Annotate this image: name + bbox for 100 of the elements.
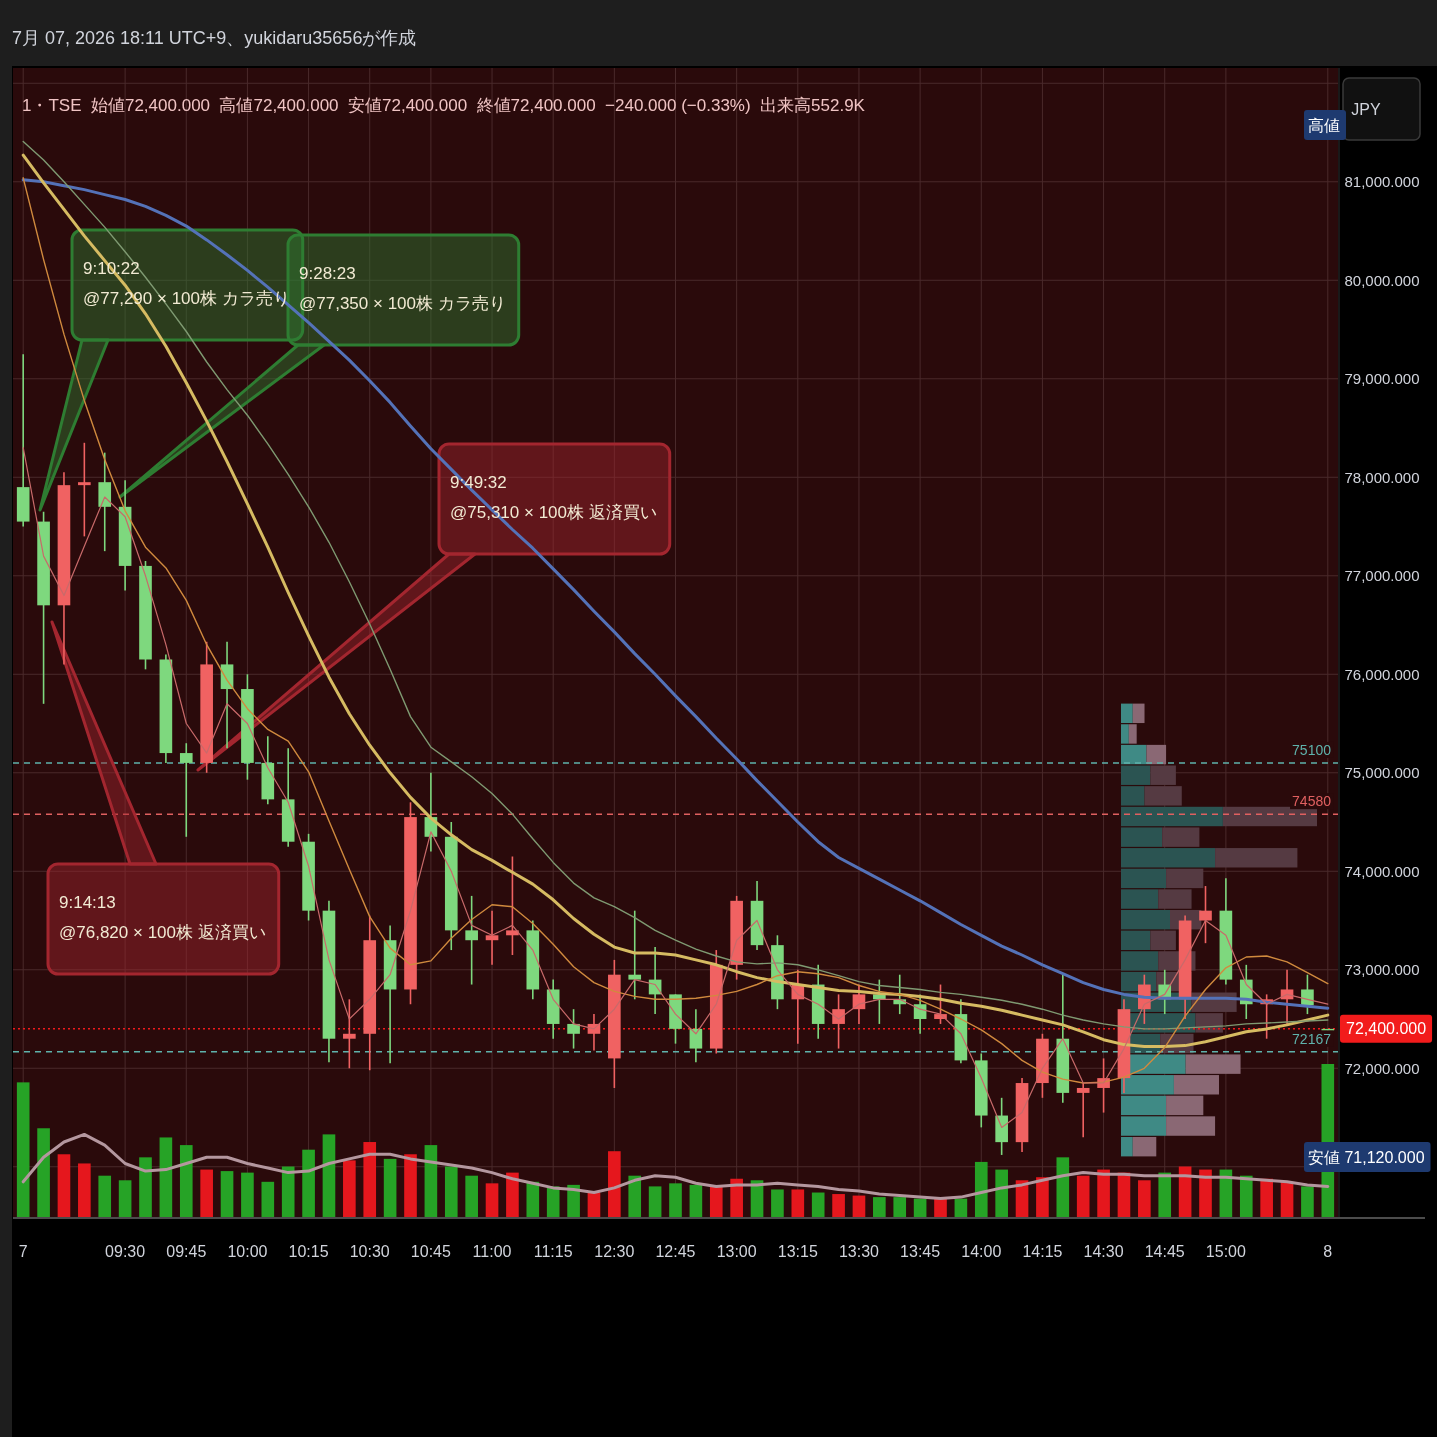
candlestick	[465, 895, 478, 986]
ref-line-label: 75100	[1292, 741, 1332, 758]
y-tick-label: 75,000.000	[1344, 764, 1420, 782]
bar	[1138, 1180, 1151, 1217]
bar	[322, 1134, 336, 1217]
bar	[78, 1163, 91, 1217]
bar	[832, 1194, 845, 1217]
bar	[1036, 1177, 1049, 1217]
line-series	[22, 447, 1329, 1128]
bar	[1260, 1178, 1273, 1217]
x-tick-label: 11:15	[533, 1242, 573, 1260]
bar	[546, 1186, 560, 1217]
bar	[1146, 744, 1167, 765]
x-tick-label: 10:15	[288, 1242, 329, 1260]
x-tick-label: 10:30	[349, 1242, 390, 1260]
bar	[771, 1189, 784, 1217]
bar	[893, 1197, 907, 1217]
bar	[200, 1169, 213, 1217]
bar	[220, 1171, 234, 1217]
bar	[709, 1186, 723, 1217]
bar	[302, 1149, 315, 1217]
y-tick-label: 76,000.000	[1344, 665, 1420, 683]
bar	[567, 1184, 580, 1217]
bar	[1239, 1175, 1253, 1217]
bar	[913, 1198, 927, 1217]
bar	[811, 1192, 825, 1217]
bar	[1280, 1181, 1294, 1217]
bar	[1162, 827, 1200, 847]
y-axis-title: JPY	[1351, 100, 1381, 118]
candlestick	[567, 1008, 580, 1050]
x-tick-label: 13:30	[838, 1242, 880, 1260]
bar	[526, 1181, 540, 1217]
ref-line-label: 74580	[1292, 793, 1332, 810]
x-tick-label: 09:45	[166, 1242, 207, 1260]
bar	[241, 1172, 254, 1217]
candlestick	[343, 998, 356, 1070]
candlestick	[506, 855, 519, 956]
x-tick-label: 12:30	[594, 1242, 635, 1260]
bar	[1097, 1169, 1110, 1217]
x-tick-label: 13:45	[900, 1242, 941, 1260]
bar	[669, 1183, 682, 1217]
bar	[118, 1180, 132, 1217]
x-tick-label: 13:15	[777, 1242, 818, 1260]
x-tick-label: 14:15	[1022, 1242, 1063, 1260]
candlestick	[628, 909, 642, 1001]
y-tick-label: 78,000.000	[1344, 468, 1420, 486]
x-tick-label: 09:30	[105, 1242, 146, 1260]
candlestick	[689, 1008, 703, 1064]
y-tick-label: 72,000.000	[1344, 1059, 1420, 1077]
candlestick	[1076, 1082, 1090, 1139]
x-tick-label: 14:00	[961, 1242, 1002, 1260]
bar	[506, 1172, 519, 1217]
bar	[1199, 1169, 1212, 1217]
bar	[261, 1181, 275, 1217]
bar	[1132, 1136, 1157, 1157]
bar	[648, 1186, 662, 1217]
bar	[852, 1195, 866, 1217]
bar	[974, 1161, 988, 1217]
candlestick	[832, 993, 845, 1050]
x-tick-label: 7	[18, 1242, 28, 1260]
candlestick	[78, 441, 91, 538]
bar	[954, 1198, 968, 1217]
text: 1・TSE 始値72,400.000 高値72,400.000 安値72,400.000 終値72,400.000 −240.000 (−0.33%) 出来高552.9K	[22, 95, 866, 115]
bar	[1158, 1172, 1172, 1217]
annotation: 9:14:13 @76,820 × 100株 返済買い	[59, 892, 266, 942]
bar	[424, 1145, 438, 1217]
candlestick	[179, 742, 193, 838]
y-tick-label: 77,000.000	[1344, 567, 1420, 585]
annotation: 高値	[1308, 116, 1340, 134]
bar	[139, 1157, 152, 1217]
text: 7月 07, 2026 18:11 UTC+9、yukidaru35656が作成	[12, 28, 417, 48]
x-tick-label: 8	[1323, 1242, 1333, 1260]
x-tick-label: 14:45	[1144, 1242, 1185, 1260]
annotation: 安値 71,120.000	[1308, 1148, 1425, 1166]
annotation: 9:28:23 @77,350 × 100株 カラ売り	[299, 263, 506, 313]
bar	[363, 1142, 377, 1217]
bar	[465, 1175, 478, 1217]
bar	[1056, 1157, 1070, 1217]
bar	[873, 1197, 886, 1217]
bar	[1215, 848, 1298, 868]
bar	[791, 1189, 805, 1217]
bar	[16, 1082, 30, 1217]
candlestick	[1301, 973, 1314, 1015]
y-tick-label: 74,000.000	[1344, 862, 1420, 880]
bar	[485, 1183, 499, 1217]
bar	[404, 1154, 417, 1217]
x-tick-label: 12:45	[655, 1242, 696, 1260]
bar	[1076, 1175, 1090, 1217]
x-tick-label: 15:00	[1205, 1242, 1246, 1260]
bar	[995, 1169, 1008, 1217]
y-tick-label: 80,000.000	[1344, 271, 1420, 289]
bar	[57, 1154, 71, 1217]
y-tick-label: 81,000.000	[1344, 173, 1420, 191]
y-tick-label: 73,000.000	[1344, 961, 1420, 979]
bar	[37, 1128, 50, 1217]
bar	[444, 1166, 458, 1217]
bar	[343, 1160, 356, 1217]
bar	[383, 1158, 397, 1217]
x-tick-label: 10:00	[227, 1242, 268, 1260]
x-tick-label: 13:00	[716, 1242, 757, 1260]
